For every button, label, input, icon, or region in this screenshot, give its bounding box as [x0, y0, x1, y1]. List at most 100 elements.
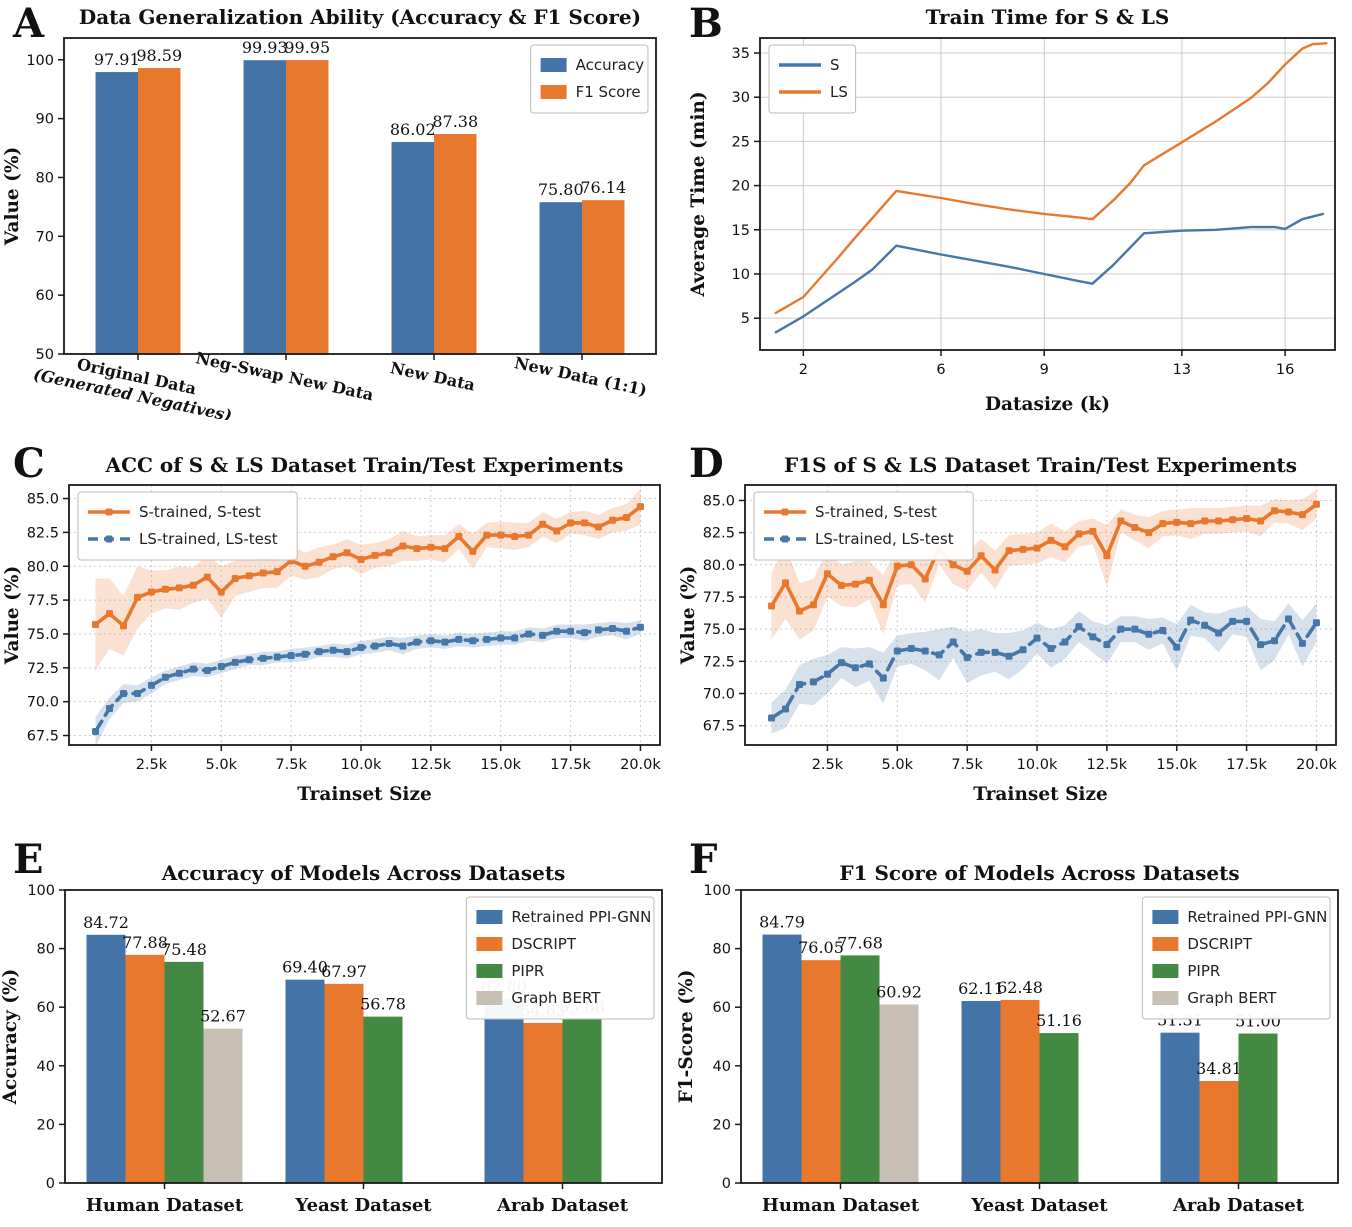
svg-text:77.5: 77.5 [27, 593, 59, 609]
chart-title: F1 Score of Models Across Datasets [839, 861, 1239, 885]
y-axis-label: F1-Score (%) [676, 970, 697, 1104]
bar-value-label: 76.14 [580, 178, 626, 197]
svg-text:13: 13 [1173, 362, 1191, 378]
svg-text:80: 80 [713, 942, 731, 958]
chart-c-svg: 67.5 70.0 72.5 75.0 77.5 80.0 82.5 85.0 2.5k 5.0k… [2, 453, 661, 805]
axes-frame [63, 37, 657, 355]
svg-text:60: 60 [713, 1000, 731, 1016]
axes-frame [68, 484, 661, 746]
svg-text:50: 50 [36, 347, 54, 363]
svg-text:5.0k: 5.0k [882, 757, 914, 773]
svg-text:LS-trained, LS-test: LS-trained, LS-test [139, 530, 278, 548]
svg-text:0: 0 [46, 1176, 55, 1192]
svg-text:10.0k: 10.0k [341, 757, 382, 773]
svg-text:80: 80 [36, 170, 54, 186]
svg-text:7.5k: 7.5k [275, 757, 307, 773]
axes-frame [740, 889, 1339, 1184]
svg-text:90: 90 [36, 112, 54, 128]
panel-a: A 50 60 70 80 90 100 97.91 99.93 86.02 75.80 98.59… [0, 0, 676, 420]
y-axis-label: Value (%) [678, 566, 699, 665]
svg-text:100: 100 [27, 883, 55, 899]
bar [801, 960, 841, 1183]
bar-value-label: 84.79 [759, 913, 805, 932]
panel-letter-b: B [689, 0, 723, 47]
x-axis-label: Trainset Size [297, 784, 431, 805]
bar-value-label: 62.11 [958, 979, 1004, 998]
svg-text:2.5k: 2.5k [136, 757, 168, 773]
bar-series-dscript: 76.05 62.48 34.81 [798, 938, 1242, 1183]
legend: S LS [768, 44, 857, 114]
svg-text:LS-trained, LS-test: LS-trained, LS-test [815, 530, 954, 548]
bar-series-accuracy: 97.91 99.93 86.02 75.80 [94, 38, 584, 355]
svg-text:72.5: 72.5 [27, 661, 59, 677]
bar-value-label: 52.67 [200, 1007, 246, 1026]
bar [95, 72, 138, 355]
bar [1039, 1033, 1079, 1183]
svg-text:75.0: 75.0 [27, 627, 59, 643]
svg-text:70: 70 [36, 229, 54, 245]
svg-text:S: S [830, 56, 840, 74]
line-series-ls [774, 42, 1328, 315]
svg-text:Retrained PPI-GNN: Retrained PPI-GNN [1187, 908, 1327, 926]
svg-text:80.0: 80.0 [703, 558, 735, 574]
x-axis-ticks: 2 6 9 13 16 [799, 350, 1294, 378]
bar [324, 983, 364, 1183]
y-axis-label: Average Time (min) [688, 91, 709, 297]
svg-text:20.0k: 20.0k [1296, 757, 1337, 773]
x-axis-label: Trainset Size [973, 784, 1107, 805]
bar-value-label: 84.72 [83, 913, 129, 932]
confidence-band [771, 490, 1317, 640]
bar [840, 955, 880, 1183]
svg-text:60: 60 [36, 288, 54, 304]
bar [434, 134, 477, 354]
bar [961, 1001, 1001, 1183]
svg-text:85.0: 85.0 [703, 493, 735, 509]
bar-value-label: 60.92 [876, 983, 922, 1002]
panel-letter-c: C [13, 440, 45, 487]
svg-text:10: 10 [732, 267, 750, 283]
svg-text:F1 Score: F1 Score [576, 83, 641, 101]
line-series-ls-trained-ls-test [768, 615, 1320, 722]
bar-series-f1-score: 98.59 99.95 87.38 76.14 [136, 38, 626, 355]
svg-text:82.5: 82.5 [703, 526, 735, 542]
legend: S-trained, S-test LS-trained, LS-test [77, 491, 298, 561]
svg-text:20: 20 [713, 1117, 731, 1133]
bar-value-label: 75.80 [538, 180, 584, 199]
svg-text:New Data (1:1): New Data (1:1) [513, 353, 649, 400]
bar [164, 961, 204, 1183]
svg-text:10.0k: 10.0k [1017, 757, 1058, 773]
grid [745, 485, 1336, 745]
svg-text:35: 35 [732, 46, 750, 62]
svg-text:PIPR: PIPR [1187, 962, 1220, 980]
bar-value-label: 97.91 [94, 50, 140, 69]
svg-text:LS: LS [830, 83, 848, 101]
svg-text:17.5k: 17.5k [550, 757, 591, 773]
bar [286, 60, 329, 354]
svg-text:77.5: 77.5 [703, 590, 735, 606]
svg-text:80: 80 [37, 942, 55, 958]
y-axis-label: Value (%) [2, 566, 23, 665]
svg-text:Yeast Dataset: Yeast Dataset [970, 1195, 1108, 1216]
svg-text:S-trained, S-test: S-trained, S-test [139, 503, 261, 521]
panel-letter-a: A [13, 0, 45, 47]
y-axis-ticks: 67.5 70.0 72.5 75.0 77.5 80.0 82.5 85.0 [703, 493, 745, 735]
svg-text:DSCRIPT: DSCRIPT [511, 935, 576, 953]
bar [539, 202, 582, 354]
chart-f-svg: 02040608010084.7962.1151.3176.0562.4834.… [676, 861, 1339, 1216]
chart-title: F1S of S & LS Dataset Train/Test Experim… [784, 453, 1297, 477]
svg-text:16: 16 [1276, 362, 1294, 378]
confidence-band [771, 603, 1317, 734]
line-series-ls-trained-ls-test [92, 623, 644, 735]
svg-text:Graph BERT: Graph BERT [511, 989, 601, 1007]
svg-text:72.5: 72.5 [703, 654, 735, 670]
bar-value-label: 86.02 [390, 120, 436, 139]
svg-text:5.0k: 5.0k [206, 757, 238, 773]
panel-d: D 67.5 70.0 72.5 75.0 77.5 80.0 82.5 85.0 2.5k 5.… [676, 420, 1352, 810]
bar-value-label: 98.59 [136, 46, 182, 65]
bar-value-label: 76.05 [798, 938, 844, 957]
svg-text:7.5k: 7.5k [951, 757, 983, 773]
svg-text:80.0: 80.0 [27, 559, 59, 575]
